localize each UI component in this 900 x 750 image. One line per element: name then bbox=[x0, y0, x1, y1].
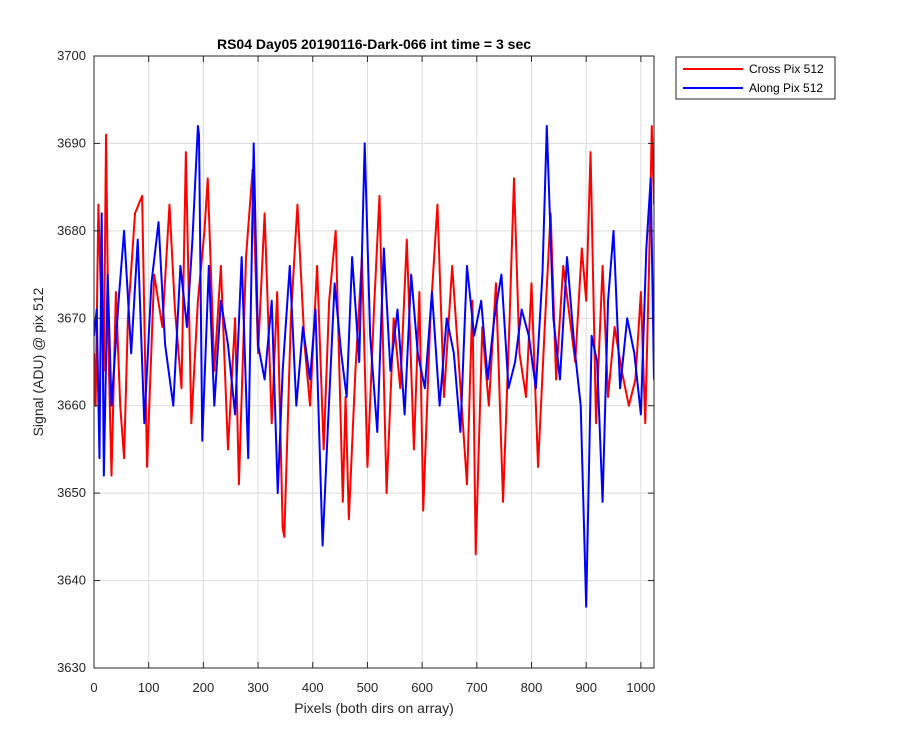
axis-ticks: 0 100 200 300 400 500 600 700 800 900 1000 3630 3640… bbox=[57, 48, 655, 695]
y-tick-label: 3640 bbox=[57, 573, 86, 588]
x-tick-label: 900 bbox=[575, 680, 597, 695]
plot-background bbox=[94, 56, 654, 668]
x-tick-label: 300 bbox=[247, 680, 269, 695]
x-tick-label: 700 bbox=[466, 680, 488, 695]
series-line-along-pix-512 bbox=[94, 124, 654, 608]
x-tick-label: 800 bbox=[521, 680, 543, 695]
x-tick-label: 500 bbox=[357, 680, 379, 695]
legend-box bbox=[675, 56, 836, 100]
x-tick-label: 100 bbox=[138, 680, 160, 695]
x-tick-label: 1000 bbox=[626, 680, 655, 695]
chart-title: RS04 Day05 20190116-Dark-066 int time = … bbox=[217, 36, 531, 52]
x-tick-label: 400 bbox=[302, 680, 324, 695]
y-tick-label: 3660 bbox=[57, 398, 86, 413]
x-tick-label: 200 bbox=[193, 680, 215, 695]
y-tick-label: 3630 bbox=[57, 660, 86, 675]
y-tick-label: 3650 bbox=[57, 485, 86, 500]
y-tick-label: 3670 bbox=[57, 310, 86, 325]
legend-label-cross: Cross Pix 512 bbox=[749, 62, 824, 76]
series-layer bbox=[94, 124, 654, 608]
legend-label-along: Along Pix 512 bbox=[749, 81, 823, 95]
x-tick-label: 600 bbox=[411, 680, 433, 695]
y-tick-label: 3700 bbox=[57, 48, 86, 63]
x-tick-label: 0 bbox=[90, 680, 97, 695]
plot-frame bbox=[93, 55, 655, 669]
y-tick-label: 3690 bbox=[57, 135, 86, 150]
legend: Cross Pix 512 Along Pix 512 bbox=[675, 56, 836, 100]
plot-area bbox=[94, 124, 654, 608]
y-axis-label: Signal (ADU) @ pix 512 bbox=[30, 287, 46, 436]
x-axis-label: Pixels (both dirs on array) bbox=[294, 700, 454, 716]
y-tick-label: 3680 bbox=[57, 223, 86, 238]
